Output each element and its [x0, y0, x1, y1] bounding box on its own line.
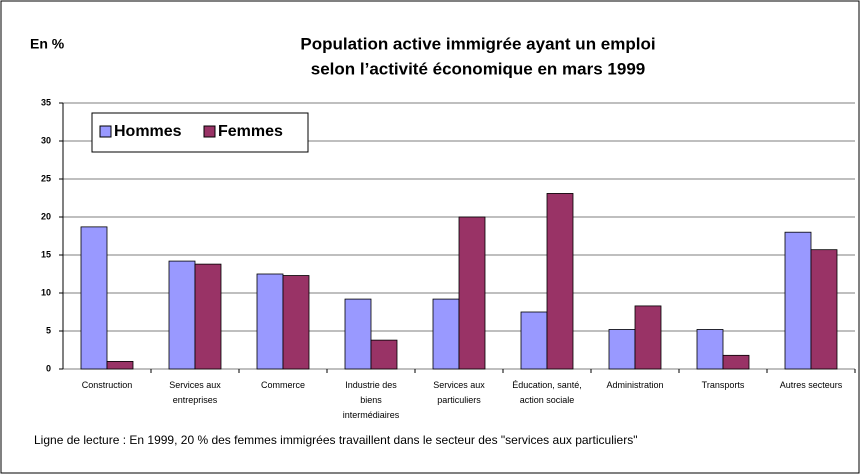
y-tick-label: 35	[41, 97, 51, 107]
y-tick-label: 30	[41, 135, 51, 145]
y-label: En %	[30, 36, 65, 52]
x-tick-label: Industrie des biens intermédiaires	[342, 380, 400, 420]
x-tick-label: Services aux particuliers	[433, 380, 485, 405]
bar	[256, 273, 284, 370]
bar	[608, 329, 636, 370]
bar	[696, 329, 724, 370]
bar	[432, 298, 460, 370]
bar	[810, 249, 838, 370]
bar	[370, 339, 398, 370]
legend-label: Hommes	[114, 123, 182, 140]
y-tick-label: 15	[41, 249, 51, 259]
bar	[106, 360, 134, 370]
legend-box	[91, 112, 309, 153]
note: Ligne de lecture : En 1999, 20 % des fem…	[34, 433, 637, 447]
chart-title: selon l’activité économique en mars 1999	[311, 59, 645, 78]
bar	[458, 216, 486, 370]
bar	[282, 275, 310, 370]
x-tick-label: Autres secteurs	[779, 380, 843, 390]
legend-swatch	[99, 125, 112, 138]
bar	[520, 311, 548, 370]
legend-label: Femmes	[218, 123, 283, 140]
x-tick-label: Éducation, santé, action sociale	[512, 380, 582, 405]
bar	[344, 298, 372, 370]
y-tick-label: 20	[41, 211, 51, 221]
bar	[722, 354, 750, 370]
y-tick-label: 25	[41, 173, 51, 183]
bar	[168, 260, 196, 370]
x-tick-label: Construction	[81, 380, 133, 390]
x-tick-label: Transports	[701, 380, 745, 390]
y-tick-label: 10	[41, 287, 51, 297]
x-tick-label: Administration	[606, 380, 664, 390]
bar	[80, 226, 108, 370]
bar	[546, 193, 574, 370]
y-tick-label: 0	[46, 363, 51, 373]
x-tick-label: Services aux entreprises	[169, 380, 221, 405]
bar	[194, 263, 222, 370]
legend-swatch	[203, 125, 216, 138]
y-tick-label: 5	[46, 325, 51, 335]
x-tick-label: Commerce	[260, 380, 305, 390]
bar	[634, 305, 662, 370]
bar	[784, 231, 812, 370]
chart-title: Population active immigrée ayant un empl…	[300, 34, 655, 53]
